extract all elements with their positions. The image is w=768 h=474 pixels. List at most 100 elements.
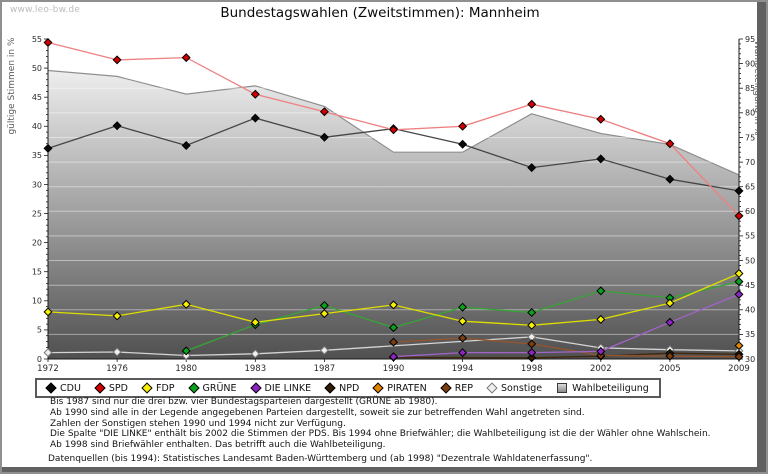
legend-item-spd: SPD [94,382,128,394]
series-point-FDP [43,307,53,317]
legend-item-die-linke: DIE LINKE [249,382,312,394]
page-title: Bundestagswahlen (Zweitstimmen): Mannhei… [220,5,540,21]
x-tick-label: 1976 [106,364,128,374]
legend-item-wahlbeteiligung: Wahlbeteiligung [557,383,649,394]
right-tick-label: 85 [745,84,755,93]
series-point-CDU [458,139,468,149]
legend-label: FDP [155,382,175,394]
series-point-CDU [112,121,122,131]
series-point-SPD [665,139,675,149]
series-point-SPD [458,121,468,131]
series-point-GRÜNE [181,346,191,356]
right-tick-label: 55 [745,232,755,241]
series-point-SPD [596,114,606,124]
chart-legend: CDU SPD FDP GRÜNE DIE LINKE NPD PIRATEN REP Sons… [35,378,661,398]
series-point-FDP [112,311,122,321]
right-tick-label: 70 [745,158,755,167]
x-tick-label: 1980 [175,364,197,374]
left-tick-label: 45 [32,93,42,102]
legend-item-fdp: FDP [141,382,175,394]
series-point-CDU [596,154,606,164]
series-point-GRÜNE [527,307,537,318]
legend-item-sonstige: Sonstige [486,382,542,394]
legend-label: CDU [60,382,81,394]
turnout-line [47,69,740,176]
note-line: Zahlen der Sonstigen stehen 1990 und 199… [50,418,346,429]
window-shadow-right [757,2,766,472]
note-line: Die Spalte "DIE LINKE" enthält bis 2002 … [50,429,711,440]
series-point-CDU [181,140,191,151]
right-tick-label: 35 [745,330,755,339]
series-point-CDU [527,163,537,173]
left-tick-label: 55 [32,35,42,44]
legend-item-piraten: PIRATEN [372,382,427,394]
series-point-CDU [734,186,744,196]
series-point-CDU [665,174,675,184]
data-source-note: Datenquellen (bis 1994): Statistisches L… [48,454,593,464]
legend-label: Wahlbeteiligung [572,382,649,394]
left-tick-label: 15 [32,268,42,277]
series-point-DIE LINKE [458,348,468,358]
series-point-GRÜNE [458,302,468,312]
series-point-CDU [319,132,329,142]
series-point-Sonstige [181,350,191,361]
legend-label: NPD [339,382,360,394]
left-tick-label: 10 [32,297,42,306]
x-tick-label: 1983 [244,364,266,374]
right-tick-label: 75 [745,133,755,142]
series-point-Sonstige [43,348,53,358]
y-axis-left-title: gültige Stimmen in % [7,37,17,135]
legend-diamond-icon [45,382,57,394]
series-point-CDU [250,113,260,123]
series-point-REP [734,352,744,362]
series-point-FDP [319,309,329,319]
right-tick-label: 90 [745,59,755,68]
left-tick-label: 20 [32,238,42,247]
series-line-DIE LINKE [393,293,740,358]
x-tick-label: 1998 [521,364,543,374]
series-point-GRÜNE [596,286,606,296]
note-line: Ab 1990 sind alle in der Legende angegeb… [50,407,585,418]
right-tick-label: 65 [745,183,755,192]
x-tick-label: 1990 [383,364,405,374]
x-tick-label: 2002 [590,364,612,374]
right-tick-label: 95 [745,35,755,44]
chart-notes: Bis 1987 sind nur die drei bzw. vier Bun… [50,397,711,451]
series-point-Sonstige [319,345,329,355]
series-point-SPD [527,99,537,109]
series-point-FDP [734,268,744,279]
left-tick-label: 40 [32,122,42,131]
legend-item-rep: REP [440,382,473,394]
x-tick-label: 1972 [37,364,59,374]
left-tick-label: 50 [32,64,42,73]
window-shadow-bottom [2,467,757,472]
chart-plot-area: 0 5 10 15 20 25 30 35 40 45 50 55 30 35 40 45 50 55 60 65 70… [7,35,758,374]
series-point-FDP [250,317,260,327]
left-tick-label: 5 [37,326,42,335]
series-point-FDP [388,300,399,310]
legend-diamond-icon [440,382,452,394]
legend-item-cdu: CDU [45,382,81,394]
right-tick-label: 60 [745,207,755,216]
right-tick-label: 30 [745,355,755,364]
legend-diamond-icon [486,382,498,394]
x-tick-label: 1994 [452,364,474,374]
series-point-REP [665,351,675,361]
legend-item-npd: NPD [324,382,360,394]
x-tick-label: 2005 [659,364,681,374]
right-tick-label: 50 [745,256,755,265]
legend-label: DIE LINKE [264,382,312,394]
series-point-SPD [734,211,744,221]
series-point-REP [388,337,399,347]
series-point-SPD [181,53,191,63]
legend-square-icon [557,383,568,393]
legend-item-grüne: GRÜNE [187,382,237,394]
series-point-DIE LINKE [665,317,675,327]
series-point-SPD [388,125,399,135]
right-tick-label: 80 [745,109,755,118]
legend-diamond-icon [141,382,153,394]
legend-diamond-icon [94,382,106,394]
right-tick-label: 45 [745,281,755,290]
series-point-DIE LINKE [596,346,606,356]
